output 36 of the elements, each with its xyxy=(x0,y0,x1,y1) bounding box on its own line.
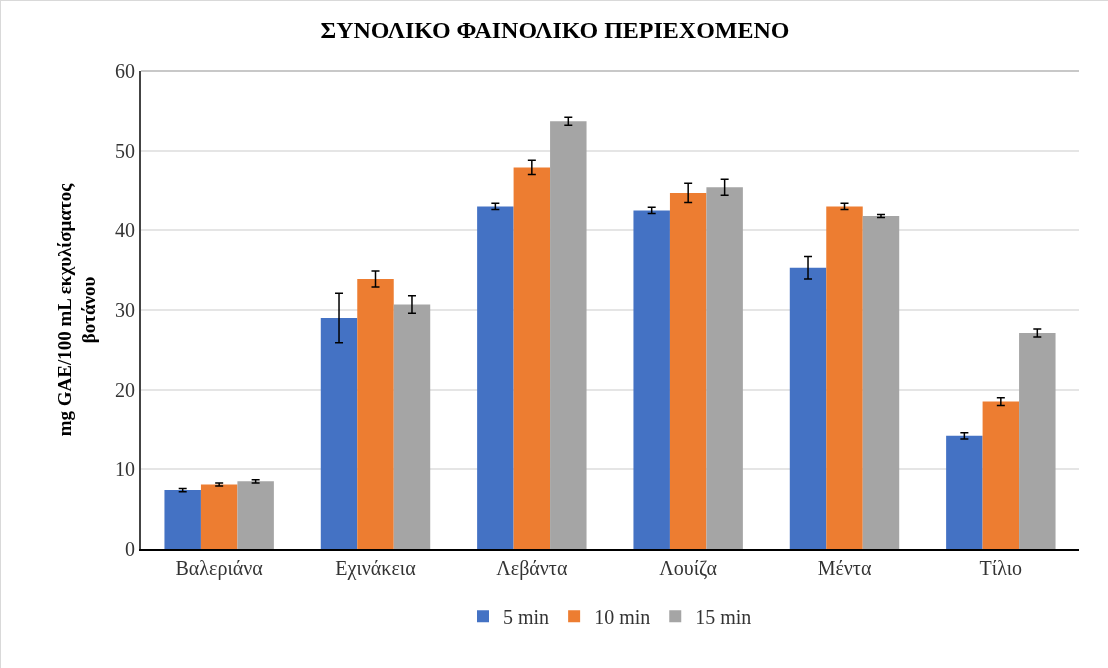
bar xyxy=(357,278,394,549)
y-tick-label: 50 xyxy=(115,139,135,162)
bar xyxy=(706,187,743,549)
bar xyxy=(789,267,827,549)
y-tick-label: 0 xyxy=(125,538,135,560)
bar xyxy=(946,435,983,549)
y-tick-label: 40 xyxy=(115,219,135,242)
y-tick-label: 30 xyxy=(115,299,135,321)
bar xyxy=(982,401,1020,549)
x-tick-label: Εχινάκεια xyxy=(335,557,417,580)
chart-title: ΣΥΝΟΛΙΚΟ ΦΑΙΝΟΛΙΚΟ ΠΕΡΙΕΧΟΜΕΝΟ xyxy=(320,16,790,43)
bar xyxy=(669,192,707,549)
x-tick-label: Βαλεριάνα xyxy=(175,557,264,580)
bar xyxy=(320,317,358,549)
bar xyxy=(826,206,863,549)
bar xyxy=(862,215,900,549)
x-tick-label: Λεβάντα xyxy=(496,557,568,580)
legend-label: 10 min xyxy=(594,606,651,629)
bar xyxy=(477,206,514,549)
y-tick-label: 20 xyxy=(115,378,135,401)
x-tick-label: Τίλιο xyxy=(979,557,1023,579)
bar xyxy=(513,167,551,549)
bar xyxy=(200,484,238,549)
bar xyxy=(1019,333,1056,549)
x-tick-label: Μέντα xyxy=(817,557,872,579)
bar xyxy=(393,304,431,549)
bar xyxy=(237,481,274,549)
y-axis-title: mg GAE/100 mL εκχυλίσματος βοτάνου xyxy=(53,182,100,437)
bar xyxy=(633,210,670,549)
bar xyxy=(164,490,201,549)
bar xyxy=(550,121,587,549)
legend-label: 15 min xyxy=(695,606,752,629)
y-tick-label: 10 xyxy=(115,458,135,481)
x-tick-label: Λουίζα xyxy=(659,557,718,580)
y-tick-label: 60 xyxy=(115,60,135,82)
legend-label: 5 min xyxy=(503,606,550,629)
